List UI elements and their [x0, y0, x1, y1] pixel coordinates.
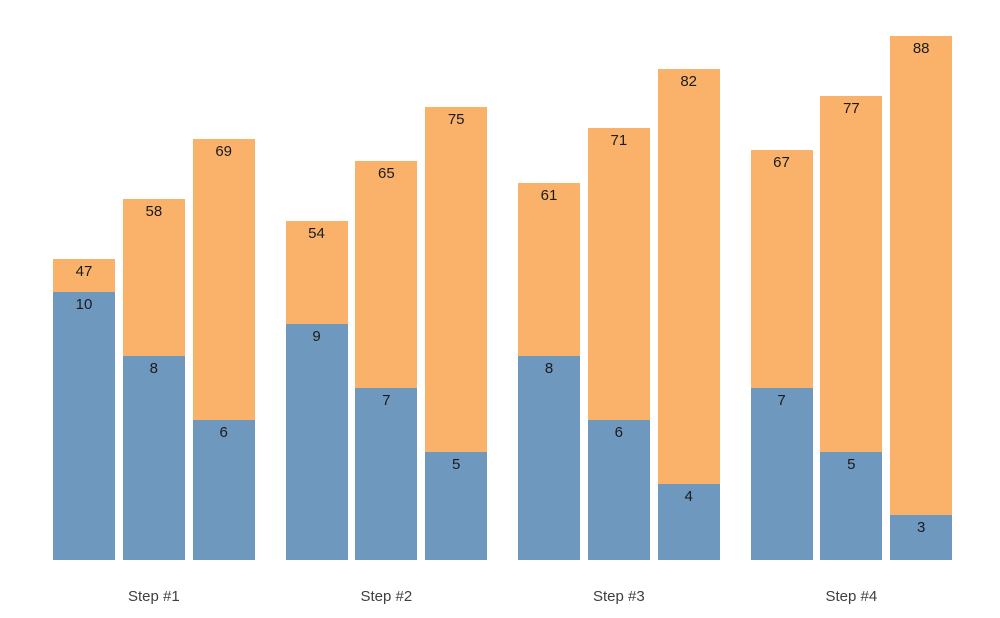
- bottom-segment: 7: [750, 387, 813, 561]
- total-value-label: 54: [308, 224, 325, 242]
- bottom-value-label: 7: [382, 391, 391, 409]
- x-axis-category-label: Step #2: [360, 588, 413, 605]
- bottom-segment: 5: [820, 451, 883, 561]
- bar-step1-3: 69 6: [192, 139, 255, 561]
- bottom-value-label: 6: [219, 423, 228, 441]
- total-value-label: 82: [680, 72, 697, 90]
- bottom-value-label: 5: [847, 455, 856, 473]
- bar-step4-2: 77 5: [820, 95, 883, 561]
- x-axis-category-label: Step #1: [127, 588, 180, 605]
- bar-step3-2: 71 6: [587, 128, 650, 561]
- bottom-segment: 8: [122, 355, 185, 561]
- bar-step2-2: 65 7: [355, 160, 418, 561]
- total-value-label: 47: [75, 262, 93, 280]
- bottom-value-label: 10: [75, 296, 93, 314]
- bottom-segment: 8: [518, 355, 580, 561]
- bar-step4-3: 88 3: [890, 36, 953, 561]
- bar-step2-1: 54 9: [285, 220, 348, 561]
- total-value-label: 65: [377, 164, 395, 182]
- bottom-segment: 6: [587, 419, 650, 561]
- total-value-label: 71: [610, 132, 628, 150]
- bottom-segment: 7: [355, 387, 418, 561]
- bottom-value-label: 8: [544, 359, 554, 377]
- total-value-label: 69: [215, 143, 232, 161]
- total-value-label: 58: [145, 202, 163, 220]
- total-value-label: 67: [773, 154, 790, 172]
- bottom-segment: 3: [890, 515, 953, 561]
- total-value-label: 61: [540, 186, 558, 204]
- bottom-segment: 9: [285, 324, 348, 561]
- bar-step1-2: 58 8: [122, 198, 185, 561]
- total-value-label: 75: [447, 110, 465, 128]
- bottom-segment: 5: [425, 451, 488, 561]
- bottom-value-label: 4: [684, 487, 693, 505]
- bottom-segment: 4: [657, 483, 720, 561]
- bottom-value-label: 5: [451, 455, 461, 473]
- bottom-value-label: 7: [777, 391, 786, 409]
- x-axis-category-label: Step #4: [825, 588, 878, 605]
- bar-step4-1: 67 7: [750, 150, 813, 561]
- total-value-label: 88: [912, 40, 930, 58]
- bar-step3-1: 61 8: [518, 182, 580, 561]
- bar-step3-3: 82 4: [657, 68, 720, 561]
- bar-step2-3: 75 5: [425, 106, 488, 561]
- bottom-value-label: 8: [149, 359, 158, 377]
- bottom-value-label: 6: [614, 423, 623, 441]
- x-axis-category-label: Step #3: [592, 588, 645, 605]
- bottom-value-label: 3: [916, 519, 926, 537]
- bottom-segment: 6: [192, 419, 255, 561]
- bottom-value-label: 9: [312, 328, 321, 346]
- total-value-label: 77: [842, 99, 860, 117]
- bottom-segment: 10: [53, 292, 115, 561]
- bar-step1-1: 47 10: [53, 258, 115, 561]
